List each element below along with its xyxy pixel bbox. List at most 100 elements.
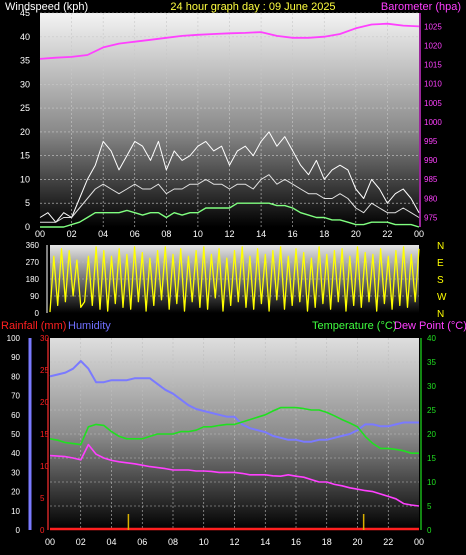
x-tick-label: 02 xyxy=(76,537,86,547)
x-tick-label: 06 xyxy=(137,537,147,547)
humidity-tick-label: 100 xyxy=(7,334,21,343)
y-tick-label: 5 xyxy=(25,198,30,208)
temperature-tick-label: 35 xyxy=(427,358,436,367)
x-tick-label: 14 xyxy=(260,537,270,547)
x-tick-label: 04 xyxy=(106,537,116,547)
dewpoint-series-line xyxy=(49,443,420,507)
rainfall-tick-label: 15 xyxy=(40,430,49,439)
x-tick-label: 22 xyxy=(383,537,393,547)
baro-tick-label: 1005 xyxy=(424,99,442,108)
direction-tick-label: 180 xyxy=(26,275,40,284)
x-tick-label: 14 xyxy=(256,229,266,239)
temperature-tick-label: 25 xyxy=(427,406,436,415)
wind-barometer-chart: 0510152025303540459759809859909951000100… xyxy=(20,8,442,239)
y-tick-label: 10 xyxy=(20,174,30,184)
barometer-series-line xyxy=(39,22,420,60)
rain-humidity-temperature-chart: 0 10 20 30 40 50 60 70 80 90 100 0 5 10 15 20 25 30 0 5 10 15… xyxy=(7,334,437,547)
compass-label: S xyxy=(437,275,444,286)
baro-tick-label: 1025 xyxy=(424,22,442,31)
wind-series-line xyxy=(40,174,420,223)
x-tick-label: 06 xyxy=(130,229,140,239)
rainfall-tick-label: 25 xyxy=(40,366,49,375)
temperature-tick-label: 30 xyxy=(427,382,436,391)
windspeed-header: Windspeed (kph) xyxy=(5,1,88,13)
temperature-tick-label: 10 xyxy=(427,478,436,487)
direction-series-line xyxy=(49,246,420,313)
rainfall-tick-label: 5 xyxy=(40,494,45,503)
x-tick-label: 10 xyxy=(193,229,203,239)
direction-tick-label: 360 xyxy=(26,241,40,250)
rainfall-tick-label: 30 xyxy=(40,334,49,343)
wind-panel-background xyxy=(40,13,419,227)
humidity-tick-label: 30 xyxy=(11,468,20,477)
x-tick-label: 00 xyxy=(414,229,424,239)
humidity-tick-label: 80 xyxy=(11,372,20,381)
baro-tick-label: 995 xyxy=(424,137,438,146)
x-tick-label: 02 xyxy=(67,229,77,239)
x-tick-label: 18 xyxy=(322,537,332,547)
humidity-tick-label: 0 xyxy=(16,526,21,535)
temperature-tick-label: 40 xyxy=(427,334,436,343)
y-tick-label: 45 xyxy=(20,8,30,18)
compass-label: N xyxy=(437,309,444,320)
rainfall-tick-label: 0 xyxy=(40,526,45,535)
temperature-tick-label: 0 xyxy=(427,526,432,535)
temperature-header: Temperature (°C) xyxy=(312,320,396,332)
x-tick-label: 12 xyxy=(229,537,239,547)
rainfall-tick-label: 10 xyxy=(40,462,49,471)
rainfall-header: Rainfall (mm) xyxy=(1,320,66,332)
compass-label: E xyxy=(437,258,444,269)
y-tick-label: 40 xyxy=(20,32,30,42)
x-tick-label: 00 xyxy=(45,537,55,547)
humidity-header: Humidity xyxy=(68,320,111,332)
direction-tick-label: 270 xyxy=(26,258,40,267)
x-tick-label: 10 xyxy=(199,537,209,547)
average-wind-series-line xyxy=(40,202,420,228)
x-tick-label: 04 xyxy=(98,229,108,239)
humidity-tick-label: 70 xyxy=(11,392,20,401)
humidity-tick-label: 40 xyxy=(11,449,20,458)
compass-label: N xyxy=(437,241,444,252)
baro-tick-label: 975 xyxy=(424,213,438,222)
baro-tick-label: 980 xyxy=(424,194,438,203)
baro-tick-label: 1010 xyxy=(424,80,442,89)
gust-series-line xyxy=(39,131,420,223)
direction-tick-label: 90 xyxy=(30,292,39,301)
y-tick-label: 35 xyxy=(20,56,30,66)
y-tick-label: 20 xyxy=(20,127,30,137)
x-tick-label: 16 xyxy=(288,229,298,239)
humidity-series-line xyxy=(49,360,419,443)
humidity-tick-label: 60 xyxy=(11,411,20,420)
y-tick-label: 30 xyxy=(20,79,30,89)
y-tick-label: 15 xyxy=(20,151,30,161)
direction-tick-label: 0 xyxy=(35,309,40,318)
compass-label: W xyxy=(437,292,447,303)
x-tick-label: 18 xyxy=(319,229,329,239)
x-tick-label: 00 xyxy=(35,229,45,239)
chart-title: 24 hour graph day : 09 June 2025 xyxy=(170,1,335,13)
x-tick-label: 12 xyxy=(224,229,234,239)
x-tick-label: 16 xyxy=(291,537,301,547)
humidity-tick-label: 20 xyxy=(11,488,20,497)
baro-tick-label: 990 xyxy=(424,156,438,165)
humidity-tick-label: 50 xyxy=(11,430,20,439)
dewpoint-header: Dew Point (°C) xyxy=(394,320,466,332)
x-tick-label: 22 xyxy=(382,229,392,239)
y-tick-label: 0 xyxy=(25,222,30,232)
y-tick-label: 25 xyxy=(20,103,30,113)
x-tick-label: 00 xyxy=(414,537,424,547)
temperature-tick-label: 20 xyxy=(427,430,436,439)
baro-tick-label: 985 xyxy=(424,175,438,184)
humidity-tick-label: 90 xyxy=(11,353,20,362)
x-tick-label: 08 xyxy=(161,229,171,239)
temperature-tick-label: 15 xyxy=(427,454,436,463)
baro-tick-label: 1000 xyxy=(424,118,442,127)
x-tick-label: 20 xyxy=(352,537,362,547)
baro-tick-label: 1020 xyxy=(424,41,442,50)
temperature-tick-label: 5 xyxy=(427,502,432,511)
x-tick-label: 08 xyxy=(168,537,178,547)
temperature-series-line xyxy=(49,406,419,455)
x-tick-label: 20 xyxy=(351,229,361,239)
